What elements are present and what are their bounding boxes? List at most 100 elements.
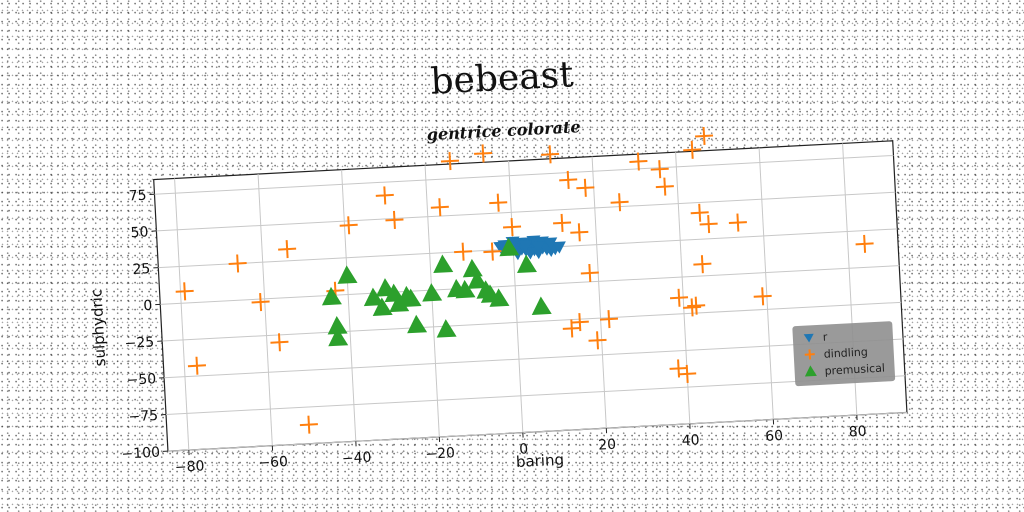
data-point [503, 217, 522, 237]
data-point [678, 364, 697, 383]
chart-subtitle: gentrice colorate [426, 117, 581, 144]
data-point [551, 241, 566, 254]
data-point [541, 145, 560, 164]
data-point [650, 160, 669, 179]
data-point [327, 316, 348, 335]
data-point [588, 331, 607, 350]
data-point [372, 297, 393, 316]
data-point [683, 140, 702, 159]
legend-label: r [823, 330, 829, 343]
axis-ticks: −80 −60 −40 −20 0 20 40 60 80 −100 −75 −50 −25 0 25 50 7… [121, 188, 867, 476]
data-point [454, 242, 473, 261]
data-point [687, 296, 706, 315]
y-tick-label: −75 [128, 408, 158, 426]
x-tick-label: 80 [848, 424, 867, 441]
data-point [401, 288, 422, 308]
data-point [629, 152, 648, 171]
data-point [499, 237, 520, 257]
x-grid-line [508, 160, 524, 433]
y-tick-label: −100 [121, 445, 160, 463]
x-axis-label: baring [515, 450, 564, 470]
data-point [553, 213, 572, 232]
data-point [699, 215, 718, 234]
data-point [375, 186, 394, 205]
x-tick-label: −60 [258, 454, 288, 472]
data-point [339, 216, 358, 235]
data-point [543, 237, 558, 250]
x-grid-line [174, 178, 190, 451]
data-points [175, 126, 874, 434]
y-tick-label: −50 [126, 371, 156, 389]
data-point [299, 415, 318, 434]
data-point [728, 213, 747, 232]
legend: r dindling premusical [792, 321, 896, 387]
data-point [321, 286, 342, 306]
data-point [531, 246, 546, 260]
data-point [580, 263, 599, 283]
data-point [517, 254, 537, 274]
y-axis-label: sulphydric [87, 288, 109, 366]
data-point [270, 333, 289, 352]
data-point [655, 177, 674, 196]
x-grid-line [341, 169, 357, 442]
data-point [576, 178, 595, 197]
data-point [433, 254, 454, 274]
data-point [518, 240, 533, 253]
y-grid-line [165, 375, 906, 415]
data-point [483, 242, 502, 261]
data-point [531, 296, 552, 315]
data-point [570, 223, 589, 242]
x-tick-label: 60 [765, 428, 784, 445]
data-point [610, 193, 629, 212]
x-tick-label: 40 [681, 432, 700, 449]
x-tick-label: 20 [598, 437, 617, 454]
data-point [440, 152, 460, 171]
plot-area [153, 140, 908, 452]
data-point [407, 314, 428, 334]
legend-marker [804, 365, 817, 377]
data-point [695, 126, 714, 146]
grid-lines [154, 143, 907, 452]
x-tick-label: 0 [519, 441, 529, 457]
x-tick-label: −80 [175, 458, 205, 476]
data-point [570, 313, 589, 332]
data-point [599, 310, 619, 329]
y-grid-line [162, 301, 902, 342]
data-point [385, 210, 404, 229]
data-point [753, 287, 772, 306]
data-point [855, 234, 874, 253]
data-point [493, 241, 508, 254]
legend-marker [804, 349, 815, 360]
legend-box [792, 321, 896, 387]
data-point [474, 144, 493, 163]
x-tick-label: −40 [342, 450, 372, 468]
data-point [175, 282, 194, 301]
data-point [690, 203, 709, 222]
y-tick-label: 25 [132, 261, 151, 278]
data-point [455, 279, 476, 299]
y-grid-line [160, 265, 900, 305]
data-point [489, 288, 510, 307]
legend-marker [803, 333, 814, 343]
data-point [337, 265, 358, 284]
data-point [228, 254, 247, 273]
y-grid-line [164, 338, 904, 379]
x-grid-line [424, 165, 440, 437]
data-point [422, 283, 443, 302]
data-point [187, 356, 206, 375]
data-point [363, 287, 384, 307]
x-grid-line [257, 174, 273, 446]
data-point [489, 193, 508, 212]
data-point [467, 270, 488, 289]
data-point [530, 240, 545, 254]
plot-group: gentrice colorate −80 −60 −40 −20 0 20 40 60 80 −… [87, 117, 908, 476]
x-grid-line [591, 156, 607, 429]
y-tick-label: 75 [128, 188, 147, 205]
data-point [251, 292, 270, 312]
legend-label: premusical [824, 362, 885, 378]
y-grid-line [167, 411, 907, 452]
data-point [683, 298, 702, 317]
y-grid-line [154, 154, 894, 195]
x-tick-label: −20 [425, 445, 455, 463]
